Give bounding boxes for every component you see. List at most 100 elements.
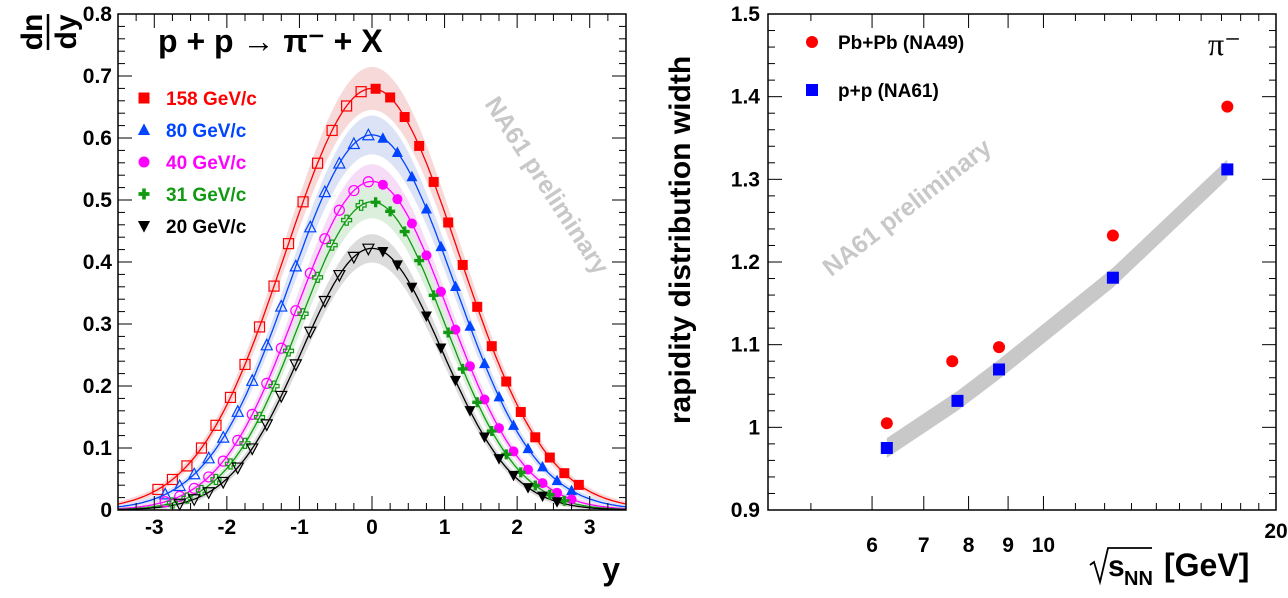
x-tick-label: 8	[963, 534, 975, 557]
data-point	[166, 497, 179, 509]
data-point	[289, 359, 303, 372]
right-x-tick-labels: 6 7 8 9 10 20	[866, 520, 1287, 557]
legend-marker	[138, 188, 150, 200]
data-point	[355, 86, 367, 98]
y-tick-label: 0.2	[83, 375, 112, 398]
right-data-markers	[880, 100, 1234, 454]
data-point	[348, 184, 360, 197]
data-point	[202, 451, 216, 464]
data-point	[187, 466, 201, 480]
data-point	[355, 199, 367, 211]
y-tick-label: 0.1	[83, 437, 113, 460]
x-tick-label: -1	[290, 516, 309, 539]
data-point	[341, 214, 353, 226]
left-x-axis-label: y	[602, 551, 620, 587]
right-y-axis-label: rapidity distribution width	[664, 56, 697, 424]
data-point	[406, 170, 418, 182]
data-point	[385, 92, 396, 103]
data-point	[377, 179, 388, 190]
legend-label: 158 GeV/c	[166, 89, 257, 110]
x-tick-label: 3	[584, 516, 596, 539]
x-tick-label: -3	[145, 516, 164, 539]
y-tick-label: 0.8	[83, 3, 113, 26]
data-point	[406, 218, 417, 229]
data-point	[361, 243, 375, 257]
data-point	[347, 136, 361, 150]
data-point	[472, 301, 483, 312]
x-tick-label: 2	[511, 516, 523, 539]
x-tick-label: 6	[866, 534, 878, 557]
data-point	[443, 217, 454, 228]
data-point	[260, 338, 274, 351]
data-point	[391, 260, 403, 271]
data-point	[449, 280, 461, 292]
legend-marker	[137, 123, 151, 135]
data-point	[478, 432, 490, 444]
data-point	[152, 483, 164, 496]
legend-marker	[138, 92, 150, 104]
legend-marker	[806, 84, 818, 96]
data-point	[486, 426, 497, 437]
data-point	[508, 419, 520, 430]
data-point	[1106, 229, 1119, 242]
data-point	[573, 479, 584, 490]
x-tick-label: 7	[918, 534, 930, 557]
data-point	[253, 321, 266, 333]
data-point	[1106, 271, 1119, 284]
left-legend: 158 GeV/c 80 GeV/c 40 GeV/c 31 GeV/c 20 GeV/…	[137, 89, 257, 238]
data-point	[406, 282, 418, 294]
data-point	[457, 259, 468, 270]
left-chart: NA61 preliminary -3 -2 -1 0 1 2 3 0 0.1 0.2 0.3 0.…	[16, 3, 627, 587]
data-point	[253, 411, 266, 423]
data-point	[361, 127, 375, 141]
data-point	[282, 238, 295, 250]
x-tick-label: 9	[1002, 534, 1014, 557]
data-point	[420, 311, 432, 322]
left-axis-ticks	[117, 13, 627, 511]
right-y-tick-labels: 0.9 1 1.1 1.2 1.3 1.4 1.5	[731, 3, 761, 522]
data-point	[158, 487, 172, 500]
data-point	[181, 460, 193, 472]
data-point	[239, 358, 251, 371]
right-chart: NA61 preliminary 6 7 8 9 10 20 0.9 1 1.1 1.2 1.3 1…	[664, 3, 1288, 590]
data-point	[559, 468, 570, 479]
right-x-axis-label: s NN [GeV]	[1089, 547, 1249, 590]
data-point	[421, 250, 432, 261]
data-point	[993, 341, 1006, 354]
data-point	[443, 327, 454, 338]
legend-label: 31 GeV/c	[166, 185, 247, 206]
data-point	[231, 462, 245, 475]
data-point	[195, 442, 208, 454]
data-point	[297, 196, 309, 208]
left-y-axis-label-denominator: dy	[50, 14, 83, 49]
right-uncertainty-band	[886, 159, 1228, 458]
data-point	[435, 240, 447, 252]
legend-label: p+p (NA61)	[838, 81, 939, 102]
legend-marker	[806, 36, 818, 48]
data-point	[414, 255, 425, 266]
data-point	[274, 390, 288, 404]
legend-label: 20 GeV/c	[166, 217, 247, 238]
data-point	[303, 220, 317, 233]
right-x-axis-label-root: s	[1108, 550, 1125, 583]
data-point	[347, 251, 361, 265]
data-point	[181, 492, 193, 504]
y-tick-label: 1.4	[731, 86, 761, 109]
data-point	[544, 452, 555, 463]
data-point	[464, 406, 476, 417]
left-watermark: NA61 preliminary	[479, 92, 615, 280]
data-point	[951, 394, 964, 407]
data-point	[551, 474, 563, 486]
data-point	[428, 176, 439, 187]
x-tick-label: 0	[366, 516, 378, 539]
data-point	[1221, 163, 1234, 176]
data-point	[530, 480, 541, 491]
data-point	[385, 206, 396, 217]
legend-marker	[138, 156, 150, 168]
data-point	[370, 197, 381, 208]
x-tick-label: 20	[1264, 520, 1287, 543]
data-point	[303, 326, 317, 340]
data-point	[537, 460, 549, 472]
data-point	[414, 140, 425, 151]
